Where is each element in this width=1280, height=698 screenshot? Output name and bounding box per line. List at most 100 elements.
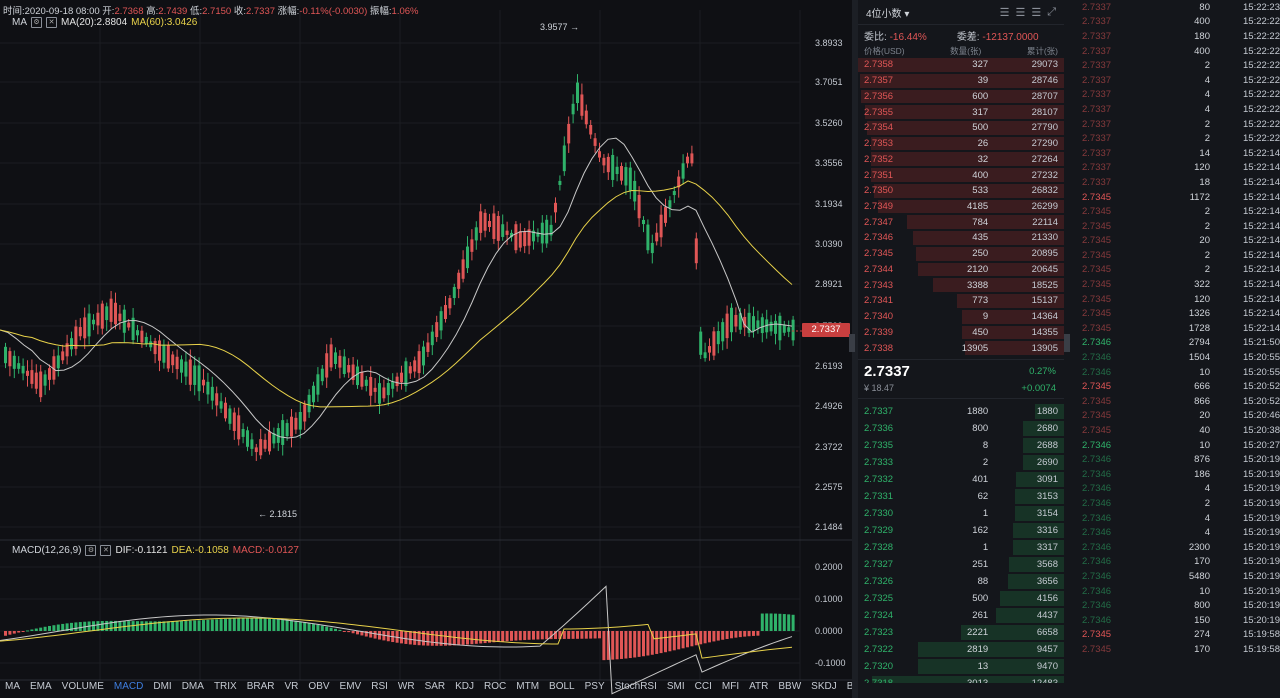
trade-qty: 18 (1199, 176, 1210, 188)
expand-icon[interactable]: ⤢ (1047, 5, 1056, 18)
tab-boll[interactable]: BOLL (549, 681, 575, 692)
ask-row[interactable]: 2.7346 435 21330 (858, 230, 1064, 246)
ask-row[interactable]: 2.7345 250 20895 (858, 246, 1064, 262)
bid-row[interactable]: 2.7327 251 3568 (858, 556, 1064, 573)
tab-volume[interactable]: VOLUME (61, 681, 104, 692)
ask-row[interactable]: 2.7347 784 22114 (858, 214, 1064, 230)
tab-skdj[interactable]: SKDJ (811, 681, 837, 692)
ask-row[interactable]: 2.7355 317 28107 (858, 104, 1064, 120)
qty-cell: 32 (977, 153, 989, 165)
bid-row[interactable]: 2.7325 500 4156 (858, 590, 1064, 607)
bid-row[interactable]: 2.7324 261 4437 (858, 607, 1064, 624)
chevron-down-icon: ▾ (904, 8, 910, 20)
ask-row[interactable]: 2.7343 3388 18525 (858, 277, 1064, 293)
tab-obv[interactable]: OBV (308, 681, 330, 692)
bid-row[interactable]: 2.7328 1 3317 (858, 539, 1064, 556)
collapse-handle[interactable] (849, 334, 855, 352)
kline-chart-canvas[interactable]: 3.8933 3.7051 3.5260 3.3556 3.1934 3.0390 2.89… (0, 0, 852, 698)
trade-time: 15:22:14 (1243, 264, 1280, 276)
ask-row[interactable]: 2.7356 600 28707 (858, 89, 1064, 105)
settings-icon[interactable]: ⚙ (31, 17, 42, 28)
macd-bar (285, 619, 289, 631)
ask-row[interactable]: 2.7349 4185 26299 (858, 199, 1064, 215)
trade-row: 2.7345 2 15:22:14 (1070, 263, 1280, 278)
high-annotation: 3.9577 → (540, 22, 579, 32)
macd-bar (637, 631, 641, 657)
ask-row[interactable]: 2.7338 13905 13905 (858, 340, 1064, 356)
bid-row[interactable]: 2.7318301312483 (858, 675, 1064, 683)
bid-row[interactable]: 2.7322 2819 9457 (858, 641, 1064, 658)
precision-select[interactable]: 4位小数 ▾ (866, 8, 910, 20)
tab-mtm[interactable]: MTM (516, 681, 540, 692)
bid-row[interactable]: 2.7329 162 3316 (858, 522, 1064, 539)
tab-psy[interactable]: PSY (584, 681, 605, 692)
total-cell: 27790 (1031, 122, 1058, 134)
tab-brar[interactable]: BRAR (246, 681, 275, 692)
tab-mfi[interactable]: MFI (721, 681, 740, 692)
bid-row[interactable]: 2.7330 1 3154 (858, 505, 1064, 522)
candle-body (699, 331, 703, 355)
collapse-handle[interactable] (1064, 334, 1070, 352)
macd-bar (668, 631, 672, 652)
bid-row[interactable]: 2.7335 8 2688 (858, 437, 1064, 454)
bid-row[interactable]: 2.7336 800 2680 (858, 420, 1064, 437)
tab-emv[interactable]: EMV (339, 681, 362, 692)
macd-bar (743, 631, 747, 637)
ask-row[interactable]: 2.7341 773 15137 (858, 293, 1064, 309)
tab-stochrsi[interactable]: StochRSI (614, 681, 657, 692)
bid-row[interactable]: 2.7333 2 2690 (858, 454, 1064, 471)
candle-body (690, 153, 694, 164)
ask-row[interactable]: 2.7357 39 28746 (858, 73, 1064, 89)
trade-qty: 4 (1204, 103, 1210, 115)
ask-row[interactable]: 2.7351 400 27232 (858, 167, 1064, 183)
tab-smi[interactable]: SMI (666, 681, 685, 692)
close-icon[interactable]: ✕ (46, 17, 57, 28)
kline-chart-panel[interactable]: 3.8933 3.7051 3.5260 3.3556 3.1934 3.0390 2.89… (0, 0, 870, 698)
bid-row[interactable]: 2.7337 1880 1880 (858, 403, 1064, 420)
macd-bar (356, 631, 359, 635)
tab-kdj[interactable]: KDJ (455, 681, 475, 692)
bid-row[interactable]: 2.7320 13 9470 (858, 658, 1064, 675)
qty-cell: 2819 (967, 644, 989, 655)
candle-body (628, 167, 632, 191)
tab-sar[interactable]: SAR (424, 681, 446, 692)
tab-dmi[interactable]: DMI (153, 681, 172, 692)
tab-trix[interactable]: TRIX (213, 681, 237, 692)
bid-row[interactable]: 2.7323 2221 6658 (858, 624, 1064, 641)
tab-macd[interactable]: MACD (113, 681, 144, 692)
both-sides-view-icon[interactable]: ☰ (999, 6, 1010, 19)
ask-row[interactable]: 2.7352 32 27264 (858, 151, 1064, 167)
macd-bar (188, 620, 192, 631)
trade-row: 2.7346 150 15:20:19 (1070, 613, 1280, 628)
tab-ma[interactable]: MA (5, 681, 20, 692)
price-cell: 2.7344 (864, 263, 894, 275)
ask-row[interactable]: 2.7358 327 29073 (858, 57, 1064, 73)
tab-dma[interactable]: DMA (181, 681, 204, 692)
candle-body (320, 368, 324, 382)
panel-divider (852, 0, 858, 698)
close-icon[interactable]: ✕ (100, 545, 112, 556)
tab-atr[interactable]: ATR (749, 681, 769, 692)
ask-row[interactable]: 2.7339 450 14355 (858, 325, 1064, 341)
tab-cci[interactable]: CCI (694, 681, 712, 692)
tab-wr[interactable]: WR (397, 681, 415, 692)
bids-view-icon[interactable]: ☰ (1015, 6, 1026, 19)
candle-body (114, 302, 117, 325)
bid-row[interactable]: 2.7332 401 3091 (858, 471, 1064, 488)
settings-icon[interactable]: ⚙ (85, 545, 97, 556)
asks-view-icon[interactable]: ☰ (1031, 6, 1042, 19)
tab-ema[interactable]: EMA (30, 681, 52, 692)
tab-vr[interactable]: VR (284, 681, 299, 692)
price-axis-label: 3.1934 (815, 199, 843, 209)
tab-rsi[interactable]: RSI (371, 681, 388, 692)
bid-row[interactable]: 2.7326 88 3656 (858, 573, 1064, 590)
ask-row[interactable]: 2.7340 9 14364 (858, 309, 1064, 325)
bid-row[interactable]: 2.7331 62 3153 (858, 488, 1064, 505)
ask-row[interactable]: 2.7344 2120 20645 (858, 262, 1064, 278)
tab-roc[interactable]: ROC (484, 681, 507, 692)
ask-row[interactable]: 2.7353 26 27290 (858, 136, 1064, 152)
ask-row[interactable]: 2.7354 500 27790 (858, 120, 1064, 136)
candle-body (329, 344, 333, 368)
ask-row[interactable]: 2.7350 533 26832 (858, 183, 1064, 199)
tab-bbw[interactable]: BBW (778, 681, 802, 692)
